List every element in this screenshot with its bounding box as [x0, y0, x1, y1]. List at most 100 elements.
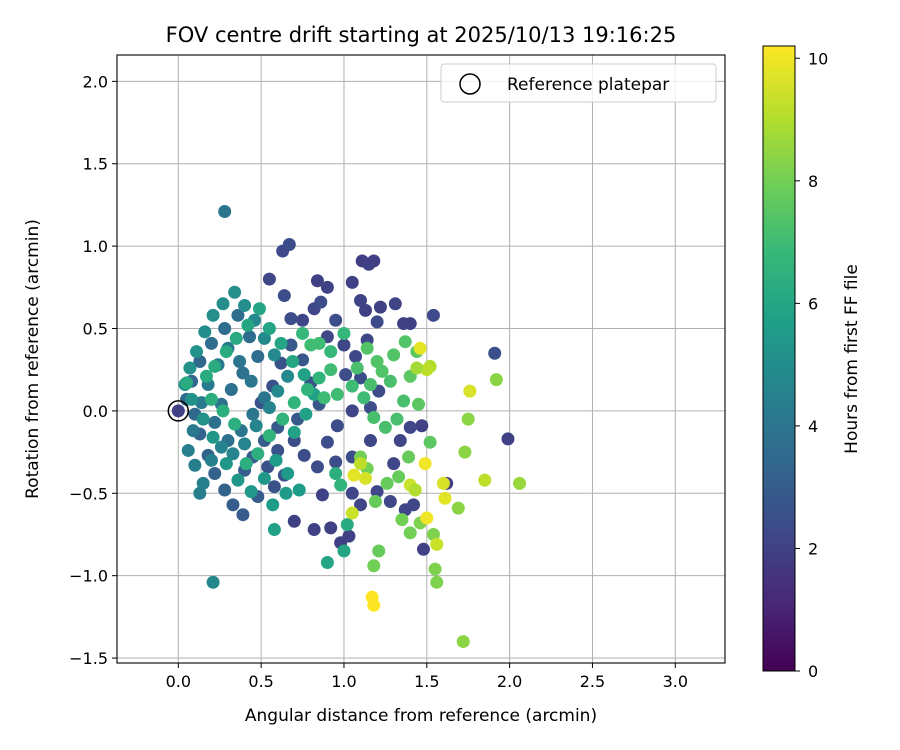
- data-point: [304, 338, 318, 352]
- data-point: [236, 508, 250, 522]
- data-point: [342, 529, 356, 543]
- data-point: [284, 338, 298, 352]
- data-point: [251, 350, 265, 364]
- colorbar-tick-label: 2: [808, 539, 818, 558]
- data-point: [257, 331, 271, 345]
- data-point: [239, 457, 253, 471]
- colorbar-tick-label: 6: [808, 294, 818, 313]
- data-point: [347, 468, 361, 482]
- data-point: [252, 302, 266, 316]
- data-point: [423, 435, 437, 449]
- y-tick-label: −1.5: [69, 649, 108, 668]
- data-point: [249, 419, 263, 433]
- data-point: [337, 544, 351, 558]
- grid-lines: [117, 55, 725, 663]
- data-point: [296, 326, 310, 340]
- data-point: [310, 274, 324, 288]
- data-point: [312, 371, 326, 385]
- data-point: [420, 363, 434, 377]
- data-point: [301, 382, 315, 396]
- data-point: [269, 453, 283, 467]
- data-point: [199, 369, 213, 383]
- data-point: [370, 315, 384, 329]
- data-point: [370, 485, 384, 499]
- data-point: [257, 471, 271, 485]
- data-point: [363, 434, 377, 448]
- data-point: [426, 308, 440, 322]
- data-point: [287, 396, 301, 410]
- data-point: [216, 404, 230, 418]
- data-point: [359, 303, 373, 317]
- x-axis-label: Angular distance from reference (arcmin): [245, 706, 597, 726]
- data-point: [244, 485, 258, 499]
- data-point: [181, 443, 195, 457]
- data-point: [218, 483, 232, 497]
- data-point: [337, 326, 351, 340]
- x-tick-label: 1.0: [331, 672, 356, 691]
- colorbar-ticks: 0 2 4 6 8 10: [795, 49, 828, 681]
- data-point: [238, 298, 252, 312]
- data-point: [458, 445, 472, 459]
- data-point: [378, 420, 392, 434]
- data-point: [193, 354, 207, 368]
- x-tick-label: 3.0: [663, 672, 688, 691]
- data-point: [238, 437, 252, 451]
- data-point: [276, 412, 290, 426]
- data-point: [416, 542, 430, 556]
- data-point: [324, 345, 338, 359]
- data-point: [324, 363, 338, 377]
- data-point: [380, 476, 394, 490]
- data-point: [345, 506, 359, 520]
- data-point: [236, 366, 250, 380]
- data-point: [363, 378, 377, 392]
- x-tick-label: 0.5: [248, 672, 273, 691]
- data-point: [337, 338, 351, 352]
- data-point: [436, 476, 450, 490]
- data-point: [317, 391, 331, 405]
- data-point: [363, 401, 377, 415]
- data-point: [206, 575, 220, 589]
- data-point: [320, 280, 334, 294]
- colorbar-tick-label: 10: [808, 49, 828, 68]
- data-point: [387, 348, 401, 362]
- data-point: [279, 486, 293, 500]
- data-point: [286, 354, 300, 368]
- data-point: [296, 353, 310, 367]
- data-point: [271, 384, 285, 398]
- data-point: [488, 346, 502, 360]
- data-point: [299, 407, 313, 421]
- data-point: [367, 254, 381, 268]
- data-point: [345, 275, 359, 289]
- data-point: [274, 336, 288, 350]
- data-point: [398, 335, 412, 349]
- data-point: [320, 555, 334, 569]
- data-point: [413, 341, 427, 355]
- data-point: [307, 523, 321, 537]
- legend-marker-icon: [459, 73, 481, 95]
- legend: Reference platepar: [440, 63, 717, 103]
- legend-box: [440, 63, 717, 103]
- data-point: [392, 470, 406, 484]
- data-point: [277, 289, 291, 303]
- data-point: [196, 476, 210, 490]
- data-point: [196, 412, 210, 426]
- data-point: [513, 476, 527, 490]
- data-point: [420, 511, 434, 525]
- data-point: [461, 412, 475, 426]
- data-point: [296, 313, 310, 327]
- data-point: [193, 486, 207, 500]
- data-point: [320, 435, 334, 449]
- x-tick-label: 2.5: [580, 672, 605, 691]
- data-point: [430, 537, 444, 551]
- data-point: [354, 498, 368, 512]
- y-tick-label: 0.5: [83, 320, 108, 339]
- data-point: [297, 448, 311, 462]
- data-point: [324, 521, 338, 535]
- data-point: [204, 453, 218, 467]
- data-point: [310, 460, 324, 474]
- x-tick-label: 2.0: [497, 672, 522, 691]
- y-axis-label: Rotation from reference (arcmin): [23, 219, 43, 499]
- data-point: [246, 407, 260, 421]
- data-point: [281, 467, 295, 481]
- data-point: [271, 443, 285, 457]
